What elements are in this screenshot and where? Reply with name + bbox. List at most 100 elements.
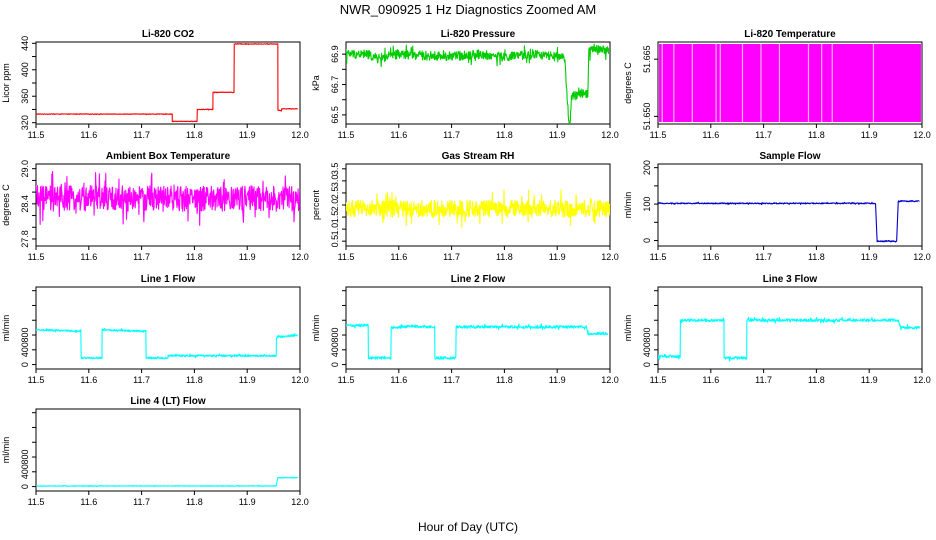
panel-co2: Li-820 CO2 Licor ppm 11.5 11.6 11.7 11.8 11.9 1… [1,29,309,140]
x-tick-label: 11.8 [186,130,203,140]
x-tick-label: 11.9 [549,375,566,385]
panel-title: Ambient Box Temperature [106,151,231,162]
x-tick-label: 11.5 [650,130,667,140]
panel-title: Line 3 Flow [763,274,818,285]
x-tick-label: 11.6 [390,252,407,262]
panel-sample_flow: Sample Flow ml/min 11.5 11.6 11.7 11.8 11.9 12.… [623,151,931,262]
y-tick-label: 0 [330,362,340,367]
x-tick-label: 12.0 [601,252,619,262]
y-tick-label: 0 [20,484,30,489]
x-tick-label: 11.9 [239,252,256,262]
panel-title: Li-820 Pressure [441,29,516,40]
y-axis-label: kPa [311,75,321,91]
x-tick-label: 12.0 [291,375,309,385]
panel-title: Line 2 Flow [451,274,506,285]
panel-title: Line 4 (LT) Flow [130,396,206,407]
y-tick-label: 66.9 [330,45,340,63]
plot-frame [35,408,301,492]
y-tick-label: 0 [642,362,652,367]
y-tick-label: 360 [20,89,30,104]
y-tick-label: 0 [642,238,652,243]
x-tick-label: 11.7 [755,375,772,385]
series-line [658,199,920,243]
x-tick-label: 11.8 [496,130,513,140]
x-tick-label: 11.7 [755,252,772,262]
plot-frame [35,286,301,370]
x-tick-label: 12.0 [913,375,931,385]
x-tick-label: 11.8 [496,252,513,262]
x-tick-label: 11.7 [443,375,460,385]
x-tick-label: 11.6 [702,252,719,262]
plot-frame [657,163,923,247]
y-axis-label: ml/min [1,437,11,464]
x-tick-label: 11.5 [338,252,355,262]
x-tick-label: 11.6 [80,497,97,507]
y-tick-label: 400 [20,342,30,357]
y-tick-label: 29.0 [20,160,30,178]
x-tick-label: 11.8 [808,375,825,385]
y-tick-label: 2.5 [330,187,340,200]
panel-line1: Line 1 Flow ml/min 11.5 11.6 11.7 11.8 11.9 12.… [1,274,309,385]
x-tick-label: 12.0 [291,497,309,507]
x-tick-label: 12.0 [601,375,619,385]
y-tick-label: 400 [20,464,30,479]
plot-frame [35,41,301,125]
x-tick-label: 11.5 [338,130,355,140]
x-tick-label: 11.9 [549,130,566,140]
y-tick-label: 320 [20,115,30,130]
x-tick-label: 11.9 [861,130,878,140]
x-tick-label: 12.0 [913,130,931,140]
y-axis-label: degrees C [623,62,633,104]
x-axis-label: Hour of Day (UTC) [418,520,518,534]
plot-frame [657,41,923,125]
series-line [346,43,609,124]
x-tick-label: 11.5 [338,375,355,385]
x-tick-label: 11.9 [239,130,256,140]
y-tick-label: 440 [20,36,30,51]
x-tick-label: 12.0 [291,130,309,140]
y-tick-label: 51.665 [642,45,652,73]
panel-rh: Gas Stream RH percent 11.5 11.6 11.7 11.8 11.9… [311,151,619,262]
x-tick-label: 11.8 [808,252,825,262]
y-axis-label: percent [311,189,321,220]
y-tick-label: 800 [20,328,30,343]
panel-title: Li-820 CO2 [142,29,195,40]
plot-frame [35,163,301,247]
y-tick-label: 800 [642,328,652,343]
y-tick-label: 3.5 [330,163,340,176]
x-tick-label: 11.6 [702,130,719,140]
x-tick-label: 11.8 [808,130,825,140]
series-fill [659,44,921,122]
x-tick-label: 11.7 [443,252,460,262]
figure-title: NWR_090925 1 Hz Diagnostics Zoomed AM [340,2,597,17]
y-tick-label: 0.5 [330,235,340,248]
plot-frame [345,286,611,370]
x-tick-label: 11.8 [186,375,203,385]
x-tick-label: 11.6 [702,375,719,385]
y-axis-label: ml/min [1,315,11,342]
x-tick-label: 11.9 [861,375,878,385]
y-axis-label: ml/min [623,315,633,342]
panel-pressure: Li-820 Pressure kPa 11.5 11.6 11.7 11.8 11.9 12… [311,29,619,140]
panel-line4: Line 4 (LT) Flow ml/min 11.5 11.6 11.7 11.8 11… [1,396,309,507]
x-tick-label: 11.7 [133,375,150,385]
panel-grid: Li-820 CO2 Licor ppm 11.5 11.6 11.7 11.8 11.9 1… [1,29,931,507]
x-tick-label: 11.6 [80,252,97,262]
y-axis-label: ml/min [623,192,633,219]
series-line [36,327,298,360]
series-line [36,170,300,226]
y-axis-label: Licor ppm [1,63,11,103]
series-line [346,189,610,228]
y-tick-label: 200 [642,160,652,175]
y-tick-label: 800 [330,328,340,343]
y-tick-label: 400 [330,342,340,357]
y-tick-label: 66.5 [330,106,340,124]
x-tick-label: 11.5 [28,497,45,507]
x-tick-label: 11.9 [861,252,878,262]
panel-title: Gas Stream RH [442,151,515,162]
x-tick-label: 11.6 [80,375,97,385]
y-tick-label: 27.8 [20,230,30,248]
x-tick-label: 11.8 [186,252,203,262]
x-tick-label: 11.7 [443,130,460,140]
